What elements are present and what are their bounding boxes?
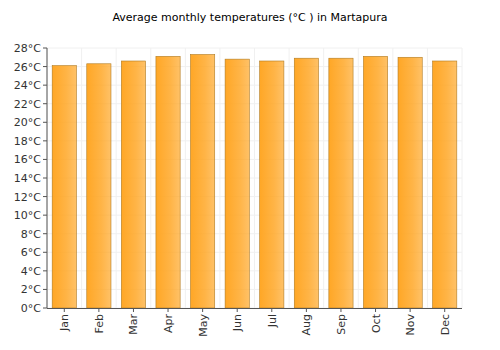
chart: Average monthly temperatures (°C ) in Ma…	[0, 0, 500, 350]
y-tick-label: 8°C	[21, 228, 41, 241]
x-tick-label: Sep	[335, 314, 348, 335]
x-tick-label: Oct	[370, 313, 383, 333]
grid-line	[462, 48, 463, 308]
x-tick	[306, 308, 307, 312]
bar	[260, 61, 284, 308]
y-tick	[43, 66, 47, 67]
y-tick-label: 2°C	[21, 283, 41, 296]
grid-line	[116, 48, 117, 308]
x-tick	[444, 308, 445, 312]
x-tick-label: Nov	[404, 314, 417, 336]
y-tick-label: 0°C	[21, 302, 41, 315]
x-tick-label: Jul	[266, 314, 279, 328]
grid-line	[185, 48, 186, 308]
y-tick-label: 12°C	[14, 191, 41, 204]
y-tick	[43, 308, 47, 309]
x-tick	[98, 308, 99, 312]
x-tick-label: Dec	[439, 314, 452, 335]
y-tick	[43, 289, 47, 290]
grid-line	[392, 48, 393, 308]
grid-line	[81, 48, 82, 308]
y-tick	[43, 122, 47, 123]
y-tick-label: 6°C	[21, 246, 41, 259]
x-tick	[133, 308, 134, 312]
x-tick	[375, 308, 376, 312]
y-tick	[43, 233, 47, 234]
x-tick	[202, 308, 203, 312]
y-tick-label: 26°C	[14, 61, 41, 74]
grid-line	[289, 48, 290, 308]
bar	[156, 56, 180, 308]
y-tick-label: 18°C	[14, 135, 41, 148]
grid-line	[150, 48, 151, 308]
x-tick	[64, 308, 65, 312]
x-tick-label: Jan	[58, 314, 71, 332]
y-tick	[43, 140, 47, 141]
title: Average monthly temperatures (°C ) in Ma…	[112, 11, 387, 24]
bar	[433, 61, 457, 308]
x-tick	[340, 308, 341, 312]
x-tick	[237, 308, 238, 312]
grid-line	[254, 48, 255, 308]
y-tick-label: 16°C	[14, 153, 41, 166]
y-tick	[43, 252, 47, 253]
x-tick-label: Mar	[127, 314, 140, 335]
y-tick-label: 22°C	[14, 98, 41, 111]
bar	[294, 58, 318, 308]
grid-line	[219, 48, 220, 308]
grid	[47, 48, 462, 308]
y-tick	[43, 85, 47, 86]
y-tick-label: 14°C	[14, 172, 41, 185]
bar	[329, 58, 353, 308]
x-tick-label: Apr	[162, 314, 175, 334]
bar	[52, 66, 76, 308]
x-tick	[168, 308, 169, 312]
y-tick	[43, 196, 47, 197]
x-tick-label: May	[197, 314, 210, 337]
grid-line	[427, 48, 428, 308]
bars	[52, 55, 457, 309]
y-tick	[43, 178, 47, 179]
y-tick	[43, 48, 47, 49]
y-tick-label: 10°C	[14, 209, 41, 222]
bar	[121, 61, 145, 308]
y-tick	[43, 103, 47, 104]
grid-line	[358, 48, 359, 308]
y-tick	[43, 159, 47, 160]
bar	[191, 55, 215, 309]
x-tick-label: Aug	[300, 314, 313, 335]
grid-line	[323, 48, 324, 308]
x-tick-label: Feb	[93, 314, 106, 333]
y-tick-label: 24°C	[14, 79, 41, 92]
x-tick-label: Jun	[231, 314, 244, 332]
y-tick	[43, 215, 47, 216]
y-tick-label: 20°C	[14, 116, 41, 129]
x-tick	[410, 308, 411, 312]
x-tick	[271, 308, 272, 312]
bar	[225, 59, 249, 308]
y-tick	[43, 270, 47, 271]
y-tick-label: 28°C	[14, 42, 41, 55]
y-tick-label: 4°C	[21, 265, 41, 278]
x-axis	[47, 308, 462, 309]
bar	[363, 56, 387, 308]
bar	[398, 57, 422, 308]
bar	[87, 64, 111, 308]
